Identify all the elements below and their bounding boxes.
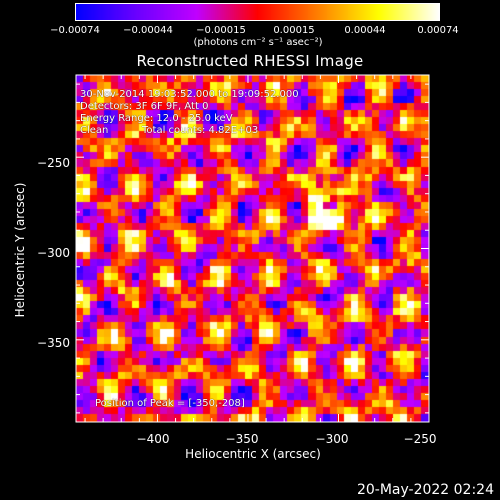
time-range-label: 30-Nov-2014 19:03:52.000 to 19:09:52.000 [80,89,299,100]
peak-position-label: Position of Peak = [-350,-208] [95,398,245,409]
chart-title: Reconstructed RHESSI Image [136,52,364,70]
y-tick-label: −350 [37,336,70,350]
energy-range-label: Energy Range: 12.0 - 25.0 keV [80,113,233,124]
colorbar-tick-label: 0.00015 [273,25,315,36]
detectors-label: Detectors: 3F 6F 9F, Att 0 [80,101,209,112]
colorbar-tick-label: 0.00074 [417,25,459,36]
colorbar-units: (photons cm⁻² s⁻¹ asec⁻²) [193,37,323,48]
total-counts-label: Total counts: 4.82E+03 [142,125,259,136]
colorbar-tick-label: −0.00074 [50,25,100,36]
x-tick-label: −250 [403,432,437,446]
colorbar [75,3,440,21]
timestamp: 20-May-2022 02:24 [356,482,494,498]
x-axis-label: Heliocentric X (arcsec) [185,447,321,461]
colorbar-tick-label: 0.00044 [344,25,386,36]
x-tick-label: −350 [225,432,259,446]
algorithm-label: Clean [80,125,109,136]
y-axis-label: Heliocentric Y (arcsec) [13,182,27,318]
x-tick-label: −300 [315,432,349,446]
y-tick-label: −250 [37,156,70,170]
y-tick-label: −300 [37,246,70,260]
colorbar-tick-label: −0.00044 [123,25,173,36]
colorbar-tick-label: −0.00015 [196,25,246,36]
colorbar-frame [75,3,440,21]
x-tick-label: −400 [136,432,170,446]
heatmap-image [76,75,429,422]
